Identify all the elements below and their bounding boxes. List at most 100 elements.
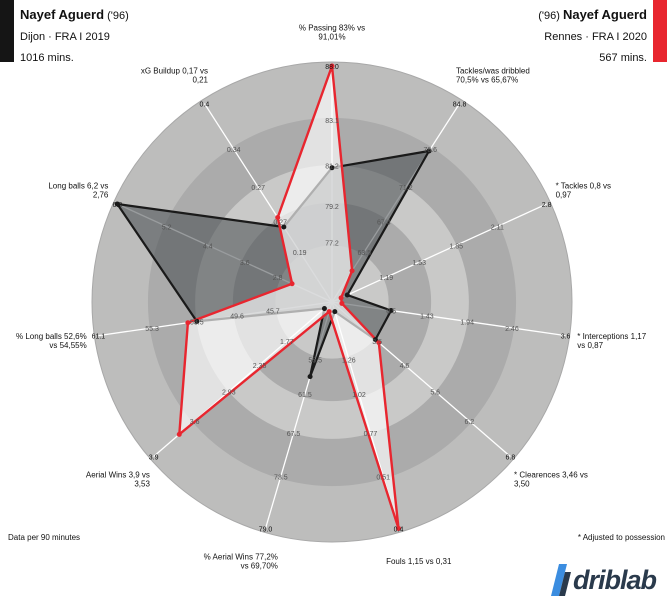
rennes-color-bar — [653, 0, 667, 62]
tick-label: 81.2 — [325, 163, 339, 170]
series-rennes-2020-point-8 — [176, 431, 182, 437]
minutes-left: 1016 mins. — [20, 52, 74, 64]
tick-label: 63.5 — [357, 250, 371, 257]
tick-label: 3.6 — [240, 260, 250, 267]
series-dijon-2019-point-6 — [332, 309, 338, 315]
tick-label: 0.34 — [227, 147, 241, 154]
tick-label: 0.4 — [200, 101, 210, 108]
axis-label: * Tackles 0,8 vs 0,97 — [556, 181, 611, 199]
header-left: Nayef Aguerd ('96) Dijon · FRA I 2019 10… — [20, 4, 129, 69]
tick-label: 61.1 — [92, 334, 106, 341]
axis-label: Fouls 1,15 vs 0,31 — [386, 557, 452, 566]
series-rennes-2020-point-5 — [376, 340, 382, 346]
series-dijon-2019-point-3 — [344, 292, 350, 298]
series-rennes-2020-point-1 — [329, 63, 335, 69]
tick-label: 0.77 — [364, 431, 378, 438]
axis-label: % Passing 83% vs 91,01% — [299, 24, 365, 42]
tick-label: 3.5 — [372, 339, 382, 346]
axis-label: Aerial Wins 3,9 vs 3,53 — [86, 470, 151, 488]
series-rennes-2020-area — [178, 64, 400, 530]
series-dijon-2019-point-4 — [388, 307, 394, 313]
tick-label: 53.5 — [190, 319, 204, 326]
player-age-right: ('96) — [538, 10, 560, 22]
tick-label: 79.2 — [325, 204, 339, 211]
tick-label: 2.46 — [505, 326, 519, 333]
axis-label: * Clearences 3,46 vs 3,50 — [514, 470, 588, 488]
tick-label: 2.93 — [222, 389, 236, 396]
series-rennes-2020-point-10 — [289, 281, 295, 287]
tick-label: 79.0 — [259, 526, 273, 533]
tick-label: 83.1 — [325, 118, 339, 125]
tick-label: 1.26 — [342, 357, 356, 364]
tick-label: 49.6 — [230, 314, 244, 321]
tick-label: 45.7 — [266, 308, 280, 315]
tick-label: 1.85 — [449, 243, 463, 250]
series-dijon-2019-point-7 — [307, 374, 313, 380]
tick-label: 5.6 — [430, 389, 440, 396]
team-left: Dijon · FRA I 2019 — [20, 31, 110, 43]
series-rennes-2020-point-3 — [338, 295, 344, 301]
team-right: Rennes · FRA I 2020 — [544, 31, 647, 43]
driblab-logo-icon — [551, 564, 571, 596]
tick-label: 1.02 — [352, 392, 366, 399]
tick-label: 0.4 — [394, 526, 404, 533]
series-dijon-2019-point-11 — [281, 224, 287, 230]
tick-label: 84.8 — [453, 101, 467, 108]
header-right: ('96) Nayef Aguerd Rennes · FRA I 2020 5… — [538, 4, 647, 69]
tick-label: 3.6 — [561, 334, 571, 341]
tick-label: 3.6 — [190, 419, 200, 426]
series-dijon-2019-point-9 — [194, 318, 200, 324]
tick-label: 0.27 — [273, 219, 287, 226]
tick-label: 78.6 — [423, 147, 437, 154]
radar-spoke-3 — [331, 203, 547, 303]
tick-label: 3.9 — [149, 455, 159, 462]
dijon-color-bar — [0, 0, 14, 62]
tick-label: 88.0 — [325, 64, 339, 71]
axis-label: % Long balls 52,6% vs 54,55% — [16, 332, 87, 350]
tick-label: 1.94 — [460, 319, 474, 326]
tick-label: 2.35 — [253, 363, 267, 370]
axis-label: Tackles/was dribbled 70,5% vs 65,67% — [456, 66, 530, 84]
tick-label: 4.4 — [203, 243, 213, 250]
tick-label: 1.77 — [280, 339, 294, 346]
tick-label: 0.27 — [251, 185, 265, 192]
series-dijon-2019-point-5 — [372, 337, 378, 343]
tick-label: 5.2 — [162, 224, 172, 231]
player-name-left: Nayef Aguerd — [20, 7, 105, 22]
axis-label: Long balls 6,2 vs 2,76 — [48, 181, 109, 199]
tick-label: 55.3 — [145, 326, 159, 333]
series-rennes-2020-point-6 — [395, 525, 401, 531]
series-rennes-2020-point-4 — [339, 300, 345, 306]
tick-label: 2.11 — [491, 224, 504, 231]
driblab-logo: driblab — [545, 560, 663, 600]
tick-label: 4.6 — [400, 363, 410, 370]
tick-label: 77.2 — [325, 240, 339, 247]
series-dijon-2019-point-2 — [426, 148, 432, 154]
tick-label: 1.53 — [412, 260, 426, 267]
tick-label: 6.8 — [505, 455, 515, 462]
tick-label: 55.5 — [308, 357, 322, 364]
series-dijon-2019-point-1 — [329, 165, 335, 171]
tick-label: 2.8 — [542, 202, 552, 209]
tick-label: 2.8 — [273, 275, 283, 282]
tick-label: 71.2 — [399, 185, 413, 192]
tick-label: 6.2 — [464, 419, 474, 426]
tick-label: 6.2 — [112, 202, 122, 209]
player-age-left: ('96) — [107, 10, 129, 22]
tick-label: 0.51 — [376, 474, 390, 481]
footnote-per90: Data per 90 minutes — [8, 533, 81, 542]
tick-label: 0.19 — [293, 250, 307, 257]
series-dijon-2019-point-8 — [321, 306, 327, 312]
tick-label: 73.5 — [274, 474, 288, 481]
axis-label: % Aerial Wins 77,2% vs 69,70% — [204, 553, 278, 571]
tick-label: 1.19 — [380, 275, 394, 282]
player-name-right: Nayef Aguerd — [562, 7, 647, 22]
series-rennes-2020-point-2 — [349, 268, 355, 274]
footnote-adjusted: * Adjusted to possession — [577, 533, 665, 542]
series-rennes-2020-point-7 — [326, 309, 332, 315]
tick-label: 0.5 — [386, 308, 396, 315]
driblab-wordmark: driblab — [573, 565, 657, 595]
series-rennes-2020-point-11 — [275, 215, 281, 221]
axis-label: xG Buildup 0,17 vs 0,21 — [141, 66, 209, 84]
